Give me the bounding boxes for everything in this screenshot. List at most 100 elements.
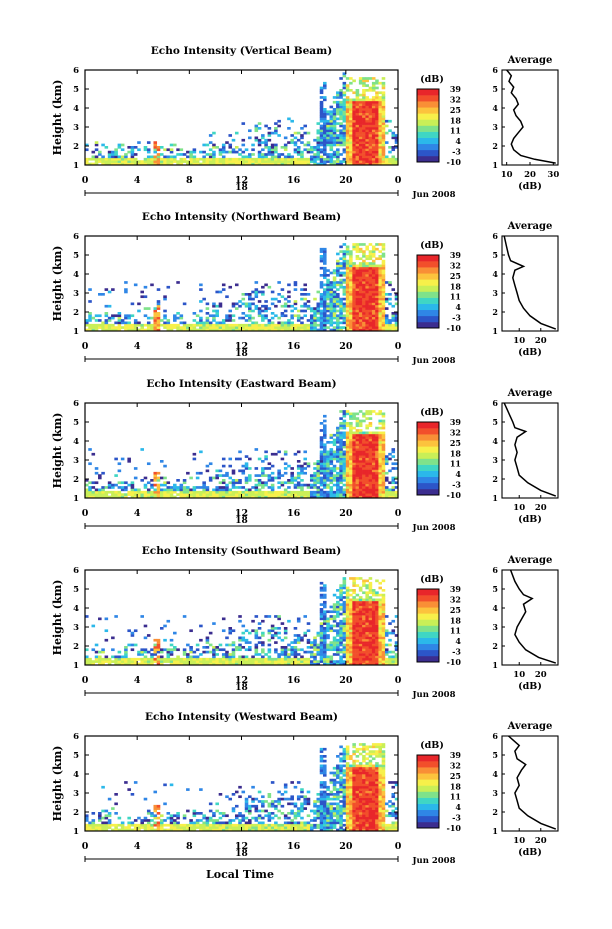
heatmap-cell <box>329 471 334 475</box>
heatmap-cell <box>388 302 392 306</box>
heatmap-cell <box>111 314 115 318</box>
heatmap-cell <box>381 255 386 258</box>
heatmap-cell <box>274 326 278 329</box>
heatmap-cell <box>368 641 373 644</box>
heatmap-cell <box>159 495 164 499</box>
heatmap-cell <box>107 304 112 308</box>
heatmap-cell <box>283 297 288 301</box>
heatmap-cell <box>234 283 239 287</box>
heatmap-cell <box>375 321 379 325</box>
heatmap-cell <box>199 326 203 329</box>
heatmap-cell <box>120 143 125 147</box>
heatmap-cell <box>381 136 386 140</box>
heatmap-cell <box>300 160 304 163</box>
heatmap-cell <box>326 269 330 272</box>
heatmap-cell <box>140 326 144 329</box>
heatmap-cell <box>323 467 327 470</box>
heatmap-cell <box>238 655 242 659</box>
average-y-tick-label: 6 <box>492 65 498 75</box>
heatmap-cell <box>319 624 324 628</box>
heatmap-cell <box>316 493 321 496</box>
heatmap-cell <box>208 662 213 666</box>
heatmap-cell <box>368 631 373 635</box>
heatmap-cell <box>375 148 379 152</box>
heatmap-cell <box>323 255 327 258</box>
heatmap-cell <box>133 157 138 161</box>
heatmap-cell <box>342 457 347 461</box>
heatmap-cell <box>352 660 356 663</box>
heatmap-cell <box>329 455 334 458</box>
heatmap-cell <box>182 493 187 496</box>
heatmap-cell <box>156 307 161 310</box>
heatmap-cell <box>349 127 353 130</box>
heatmap-cell <box>176 328 180 332</box>
heatmap-cell <box>371 462 376 466</box>
heatmap-cell <box>124 486 128 489</box>
heatmap-cell <box>270 148 275 152</box>
heatmap-cell <box>303 160 308 163</box>
heatmap-cell <box>208 328 213 332</box>
heatmap-cell <box>303 490 308 494</box>
heatmap-cell <box>336 157 340 161</box>
heatmap-cell <box>371 469 376 473</box>
heatmap-cell <box>375 110 379 114</box>
heatmap-cell <box>362 281 366 284</box>
heatmap-cell <box>309 328 314 332</box>
heatmap-cell <box>394 495 399 499</box>
heatmap-cell <box>326 657 330 661</box>
heatmap-cell <box>104 657 109 661</box>
heatmap-cell <box>293 476 298 480</box>
heatmap-cell <box>349 641 353 644</box>
heatmap-cell <box>355 257 360 261</box>
heatmap-cell <box>349 655 353 659</box>
heatmap-cell <box>381 615 386 618</box>
heatmap-cell <box>244 467 249 470</box>
heatmap-cell <box>238 495 242 499</box>
heatmap-cell <box>215 309 219 313</box>
heatmap-cell <box>358 589 363 592</box>
heatmap-cell <box>336 445 340 449</box>
heatmap-cell <box>189 495 193 499</box>
heatmap-cell <box>352 631 356 635</box>
heatmap-cell <box>228 488 233 492</box>
heatmap-cell <box>169 162 174 166</box>
heatmap-cell <box>345 483 350 487</box>
heatmap-cell <box>352 276 356 280</box>
heatmap-cell <box>371 634 376 637</box>
heatmap-cell <box>355 326 360 329</box>
heatmap-cell <box>365 662 369 666</box>
heatmap-cell <box>238 157 242 161</box>
heatmap-cell <box>365 136 369 140</box>
heatmap-cell <box>358 419 363 423</box>
heatmap-cell <box>378 486 382 489</box>
heatmap-cell <box>362 77 366 80</box>
heatmap-cell <box>342 136 347 140</box>
heatmap-cell <box>117 316 122 320</box>
heatmap-cell <box>371 598 376 602</box>
heatmap-cell <box>342 266 347 270</box>
heatmap-cell <box>280 160 285 163</box>
heatmap-cell <box>319 603 324 606</box>
heatmap-cell <box>205 488 210 492</box>
heatmap-cell <box>362 110 366 114</box>
heatmap-cell <box>326 636 330 640</box>
heatmap-cell <box>378 593 382 597</box>
heatmap-cell <box>371 281 376 284</box>
heatmap-cell <box>332 483 337 487</box>
heatmap-cell <box>352 662 356 666</box>
heatmap-cell <box>326 297 330 301</box>
heatmap-cell <box>349 77 353 80</box>
heatmap-cell <box>355 247 360 251</box>
heatmap-cell <box>212 157 216 161</box>
heatmap-cell <box>355 134 360 137</box>
heatmap-cell <box>355 157 360 161</box>
heatmap-cell <box>319 91 324 95</box>
heatmap-cell <box>332 662 337 666</box>
heatmap-cell <box>381 328 386 332</box>
heatmap-cell <box>358 266 363 270</box>
heatmap-cell <box>358 293 363 296</box>
heatmap-cell <box>342 119 347 123</box>
heatmap-cell <box>163 476 167 480</box>
heatmap-cell <box>371 636 376 640</box>
heatmap-cell <box>202 323 206 327</box>
